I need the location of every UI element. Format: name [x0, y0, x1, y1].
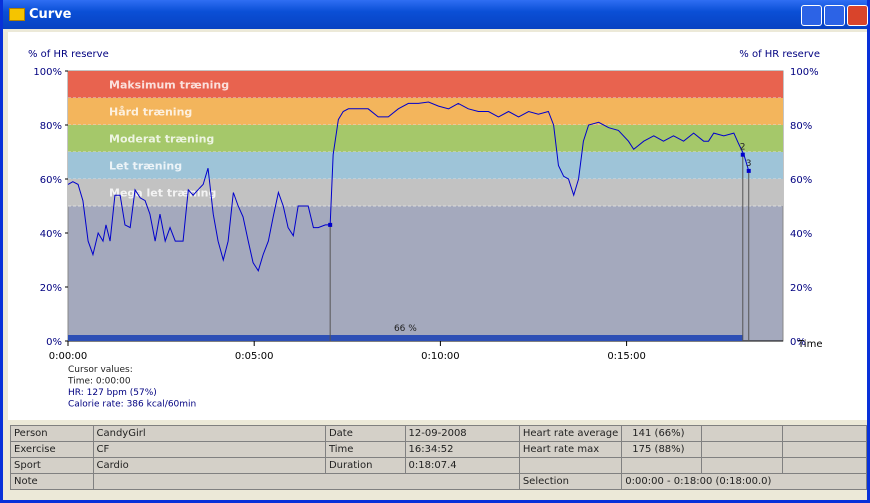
cell: CandyGirl — [92, 425, 326, 442]
info-table: Person CandyGirl Date 12-09-2008 Heart r… — [10, 425, 868, 490]
close-button[interactable] — [847, 5, 868, 26]
y-tick-label: 60% — [40, 175, 62, 186]
cursor-info: Calorie rate: 386 kcal/60min — [68, 400, 196, 410]
cell: Duration — [324, 457, 406, 474]
cell: 141 (66%) — [621, 425, 703, 442]
cell — [518, 457, 623, 474]
window-title: Curve — [29, 7, 72, 22]
y2-tick-label: 100% — [790, 67, 819, 78]
cell: Exercise — [10, 441, 94, 458]
marker — [328, 222, 333, 227]
marker — [746, 168, 751, 173]
zone — [68, 125, 783, 152]
zone-label: Let træning — [109, 160, 182, 173]
cell: Cardio — [92, 457, 326, 474]
x-tick-label: 0:05:00 — [235, 351, 274, 362]
y-tick-label: 80% — [40, 121, 62, 132]
cell: CF — [92, 441, 326, 458]
y-tick-label: 20% — [40, 283, 62, 294]
cell: Heart rate max — [518, 441, 623, 458]
cursor-info: Cursor values: — [68, 365, 133, 375]
marker-label: 3 — [746, 159, 752, 169]
zone — [68, 71, 783, 98]
cell — [781, 425, 868, 442]
cell: 12-09-2008 — [404, 425, 520, 442]
x-axis-label: Time — [797, 339, 822, 350]
chart: Maksimum træning Hård træning Moderat træn… — [8, 32, 867, 420]
cell — [781, 457, 868, 474]
cell: Date — [324, 425, 406, 442]
y-tick-label: 40% — [40, 229, 62, 240]
cell: 0:00:00 - 0:18:00 (0:18:00.0) — [621, 473, 867, 490]
marker — [740, 152, 745, 157]
marker-label: 2 — [740, 143, 746, 153]
y-axis-label: % of HR reserve — [28, 49, 109, 60]
cell: Person — [10, 425, 94, 442]
maximize-button[interactable] — [824, 5, 845, 26]
zone — [68, 152, 783, 179]
zone-label: Hård træning — [109, 106, 192, 119]
minimize-button[interactable] — [801, 5, 822, 26]
cell: 175 (88%) — [621, 441, 703, 458]
y2-axis-label: % of HR reserve — [739, 49, 820, 60]
cell: Time — [324, 441, 406, 458]
zone-label: Moderat træning — [109, 133, 214, 146]
cell — [701, 457, 783, 474]
y2-tick-label: 0% — [790, 337, 806, 348]
y2-tick-label: 20% — [790, 283, 812, 294]
cell: 0:18:07.4 — [404, 457, 520, 474]
cell: Note — [10, 473, 94, 490]
average-bar — [68, 335, 743, 341]
y2-tick-label: 80% — [790, 121, 812, 132]
title-bar: Curve — [3, 0, 868, 29]
x-tick-label: 0:10:00 — [421, 351, 460, 362]
cell — [781, 441, 868, 458]
cell — [701, 441, 783, 458]
cell: Sport — [10, 457, 94, 474]
cell — [621, 457, 703, 474]
x-tick-label: 0:00:00 — [49, 351, 88, 362]
cell — [92, 473, 520, 490]
zone-label: Mega let træning — [109, 187, 216, 200]
y-tick-label: 0% — [46, 337, 62, 348]
zone-label: Maksimum træning — [109, 79, 229, 92]
y2-tick-label: 60% — [790, 175, 812, 186]
x-tick-label: 0:15:00 — [607, 351, 646, 362]
y-tick-label: 100% — [33, 67, 62, 78]
cell — [701, 425, 783, 442]
cursor-info: HR: 127 bpm (57%) — [68, 388, 157, 398]
hr-line — [67, 101, 750, 272]
cell: Selection — [518, 473, 623, 490]
cell: Heart rate average — [518, 425, 623, 442]
cursor-info: Time: 0:00:00 — [67, 377, 131, 387]
y2-tick-label: 40% — [790, 229, 812, 240]
average-bar-label: 66 % — [394, 324, 417, 334]
cell: 16:34:52 — [404, 441, 520, 458]
